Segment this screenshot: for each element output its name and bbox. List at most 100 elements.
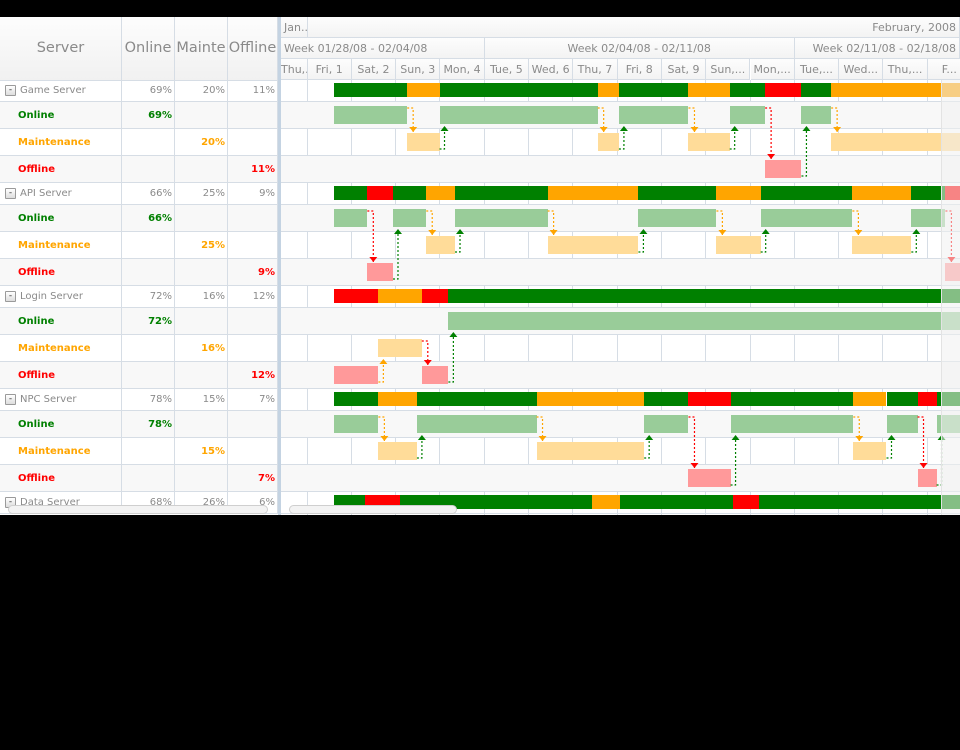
status-segment-offline[interactable] (367, 186, 393, 200)
task-bar-maintenance[interactable] (378, 442, 417, 460)
timeline-horizontal-scrollbar[interactable] (289, 505, 457, 514)
day-header[interactable]: Thu,... (883, 59, 928, 80)
status-row-offline[interactable]: Offline 9% (0, 259, 278, 286)
status-segment-online[interactable] (455, 186, 548, 200)
status-segment-online[interactable] (618, 83, 689, 97)
status-segment-offline[interactable] (334, 289, 379, 303)
task-bar-maintenance[interactable] (378, 339, 422, 357)
server-row[interactable]: - NPC Server 78% 15% 7% (0, 389, 278, 411)
status-segment-online[interactable] (911, 186, 946, 200)
day-header[interactable]: F... (927, 59, 960, 80)
status-segment-maintenance[interactable] (536, 392, 645, 406)
status-segment-online[interactable] (334, 392, 379, 406)
task-bar-online[interactable] (886, 415, 918, 433)
server-row[interactable]: - Game Server 69% 20% 11% (0, 80, 278, 102)
status-segment-maintenance[interactable] (426, 186, 455, 200)
status-row-offline[interactable]: Offline 7% (0, 465, 278, 492)
task-bar-online[interactable] (911, 209, 946, 227)
status-segment-offline[interactable] (732, 495, 760, 509)
status-segment-online[interactable] (759, 495, 960, 509)
day-header[interactable]: Tue, 5 (484, 59, 529, 80)
column-header-offline[interactable]: Offline (228, 17, 278, 80)
status-segment-maintenance[interactable] (591, 495, 620, 509)
task-bar-offline[interactable] (688, 469, 731, 487)
status-segment-offline[interactable] (421, 289, 449, 303)
day-header[interactable]: Wed, 6 (529, 59, 574, 80)
status-segment-online[interactable] (638, 186, 717, 200)
task-bar-maintenance[interactable] (536, 442, 645, 460)
day-header[interactable]: Fri, 1 (307, 59, 352, 80)
task-bar-online[interactable] (439, 106, 598, 124)
status-segment-online[interactable] (334, 186, 368, 200)
status-segment-maintenance[interactable] (547, 186, 639, 200)
task-bar-maintenance[interactable] (716, 236, 761, 254)
server-row[interactable]: - Login Server 72% 16% 12% (0, 286, 278, 308)
column-header-server[interactable]: Server (0, 17, 122, 80)
task-bar-maintenance[interactable] (407, 133, 440, 151)
task-bar-online[interactable] (392, 209, 427, 227)
task-bar-online[interactable] (801, 106, 832, 124)
day-header[interactable]: Mon, 4 (440, 59, 485, 80)
task-bar-offline[interactable] (334, 366, 379, 384)
status-segment-online[interactable] (644, 392, 689, 406)
column-header-online[interactable]: Online (122, 17, 175, 80)
status-row-online[interactable]: Online 72% (0, 308, 278, 335)
status-segment-online[interactable] (886, 392, 918, 406)
status-segment-offline[interactable] (688, 392, 731, 406)
status-segment-online[interactable] (439, 83, 598, 97)
task-bar-online[interactable] (730, 415, 854, 433)
day-header[interactable]: Mon,... (750, 59, 795, 80)
column-header-maintenance[interactable]: Mainte (175, 17, 228, 80)
vertical-scrollbar[interactable] (941, 80, 960, 515)
task-bar-online[interactable] (760, 209, 853, 227)
status-segment-maintenance[interactable] (597, 83, 619, 97)
task-bar-maintenance[interactable] (831, 133, 960, 151)
task-bar-offline[interactable] (367, 263, 393, 281)
status-segment-maintenance[interactable] (407, 83, 440, 97)
status-segment-online[interactable] (760, 186, 853, 200)
status-segment-maintenance[interactable] (852, 186, 912, 200)
status-segment-online[interactable] (619, 495, 733, 509)
task-bar-online[interactable] (729, 106, 766, 124)
day-header[interactable]: Sun,... (706, 59, 751, 80)
status-row-online[interactable]: Online 66% (0, 205, 278, 232)
task-bar-online[interactable] (618, 106, 689, 124)
status-row-maintenance[interactable]: Maintenance 25% (0, 232, 278, 259)
task-bar-online[interactable] (455, 209, 548, 227)
task-bar-online[interactable] (448, 312, 960, 330)
status-segment-online[interactable] (801, 83, 832, 97)
task-bar-online[interactable] (334, 415, 379, 433)
status-segment-online[interactable] (334, 83, 408, 97)
status-segment-online[interactable] (730, 392, 854, 406)
collapse-toggle-icon[interactable]: - (5, 85, 16, 96)
status-row-offline[interactable]: Offline 11% (0, 156, 278, 183)
task-bar-offline[interactable] (765, 160, 802, 178)
day-header[interactable]: Sat, 2 (351, 59, 397, 80)
status-row-maintenance[interactable]: Maintenance 20% (0, 129, 278, 156)
status-segment-online[interactable] (448, 289, 960, 303)
task-bar-maintenance[interactable] (852, 236, 912, 254)
status-segment-online[interactable] (729, 83, 766, 97)
status-segment-online[interactable] (392, 186, 427, 200)
day-header[interactable]: Fri, 8 (617, 59, 662, 80)
task-bar-online[interactable] (638, 209, 717, 227)
grid-horizontal-scrollbar[interactable] (8, 505, 268, 514)
task-bar-maintenance[interactable] (547, 236, 639, 254)
status-row-online[interactable]: Online 69% (0, 102, 278, 129)
pane-splitter[interactable] (278, 17, 281, 515)
status-segment-maintenance[interactable] (688, 83, 730, 97)
day-header[interactable]: Sat, 9 (661, 59, 707, 80)
task-bar-offline[interactable] (917, 469, 937, 487)
task-bar-maintenance[interactable] (597, 133, 619, 151)
task-bar-online[interactable] (416, 415, 537, 433)
day-header[interactable]: Sun, 3 (396, 59, 441, 80)
day-header[interactable]: Thu,... (281, 59, 308, 80)
status-segment-maintenance[interactable] (378, 289, 422, 303)
collapse-toggle-icon[interactable]: - (5, 188, 16, 199)
status-row-online[interactable]: Online 78% (0, 411, 278, 438)
collapse-toggle-icon[interactable]: - (5, 291, 16, 302)
status-segment-maintenance[interactable] (853, 392, 887, 406)
status-segment-offline[interactable] (765, 83, 802, 97)
server-row[interactable]: - API Server 66% 25% 9% (0, 183, 278, 205)
status-segment-maintenance[interactable] (716, 186, 761, 200)
